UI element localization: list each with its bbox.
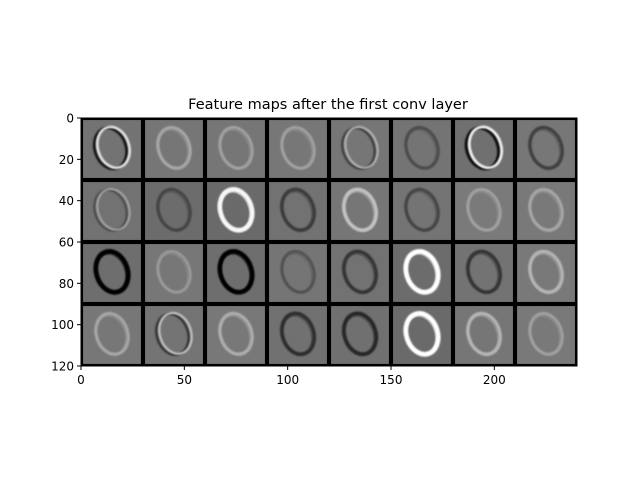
feature-map-tile [269, 120, 327, 178]
digit-edge-light [467, 125, 504, 170]
feature-map-tile [269, 182, 327, 240]
digit-stroke-inner [529, 129, 561, 169]
digit-stroke-inner [343, 315, 375, 355]
digit-stroke-inner [529, 253, 561, 293]
feature-map-tile [207, 182, 265, 240]
digit-stroke-inner [343, 253, 375, 293]
feature-map-tile [83, 244, 141, 302]
digit-stroke-inner [157, 191, 189, 231]
digit-stroke-inner [281, 191, 313, 231]
feature-map-tile [517, 182, 575, 240]
y-axis: 0 20 40 60 80 100 120 [51, 112, 81, 374]
feature-map-tile [393, 306, 451, 364]
digit-stroke-inner [529, 315, 561, 355]
feature-map-tile [145, 182, 203, 240]
digit-stroke-inner [467, 253, 499, 293]
digit-edge-light [96, 188, 131, 231]
heatmap-area [80, 117, 578, 367]
digit-stroke-inner [219, 253, 251, 293]
feature-map-tile [207, 306, 265, 364]
feature-map-tile [393, 120, 451, 178]
digit-stroke-inner [95, 315, 127, 355]
y-tick-label: 0 [66, 112, 74, 126]
digit-stroke-inner [405, 191, 437, 231]
y-tick-label: 60 [59, 236, 74, 250]
feature-map-tile [393, 244, 451, 302]
feature-map-tile [83, 182, 141, 240]
feature-map-tile [145, 244, 203, 302]
digit-stroke-inner [281, 129, 313, 169]
digit-stroke-inner [467, 315, 499, 355]
feature-map-tile [83, 306, 141, 364]
feature-map-tile [207, 120, 265, 178]
digit-stroke-inner [343, 191, 375, 231]
feature-map-tile [269, 244, 327, 302]
x-tick-label: 100 [276, 373, 299, 387]
feature-map-tile [331, 244, 389, 302]
feature-map-tile [145, 120, 203, 178]
x-tick-label: 0 [77, 373, 85, 387]
digit-stroke-inner [157, 253, 189, 293]
y-tick-label: 120 [51, 360, 74, 374]
x-tick-label: 50 [177, 373, 192, 387]
digit-stroke-inner [467, 191, 499, 231]
feature-map-tile [455, 244, 513, 302]
y-tick-label: 40 [59, 194, 74, 208]
digit-stroke-inner [405, 129, 437, 169]
digit-stroke-inner [219, 315, 251, 355]
feature-map-tile [517, 306, 575, 364]
digit-edge-light [344, 125, 379, 169]
feature-map-tile [269, 306, 327, 364]
y-tick-label: 80 [59, 277, 74, 291]
y-tick-label: 20 [59, 153, 74, 167]
feature-map-tile [455, 120, 513, 178]
digit-stroke-inner [281, 315, 313, 355]
feature-map-tile [331, 306, 389, 364]
x-tick-label: 150 [380, 373, 403, 387]
digit-stroke-inner [529, 191, 561, 231]
feature-map-tile [455, 182, 513, 240]
feature-map-tile [393, 182, 451, 240]
feature-map-tile [517, 120, 575, 178]
digit-edge-light [158, 311, 193, 355]
chart-title: Feature maps after the first conv layer [188, 97, 468, 113]
feature-map-tile [145, 306, 203, 364]
digit-stroke-inner [219, 191, 251, 231]
digit-stroke-inner [405, 315, 437, 355]
feature-map-tile [331, 182, 389, 240]
y-tick-label: 100 [51, 318, 74, 332]
digit-stroke-inner [157, 129, 189, 169]
digit-stroke-inner [95, 253, 127, 293]
feature-map-tile [455, 306, 513, 364]
feature-map-tile [83, 120, 141, 178]
digit-stroke-inner [281, 253, 313, 293]
digit-stroke-inner [405, 253, 437, 293]
digit-stroke-inner [219, 129, 251, 169]
feature-map-tile [207, 244, 265, 302]
digit-edge-light [96, 125, 131, 170]
x-tick-label: 200 [483, 373, 506, 387]
x-axis: 0 50 100 150 200 [77, 366, 506, 387]
feature-map-tile [331, 120, 389, 178]
feature-map-tile [517, 244, 575, 302]
